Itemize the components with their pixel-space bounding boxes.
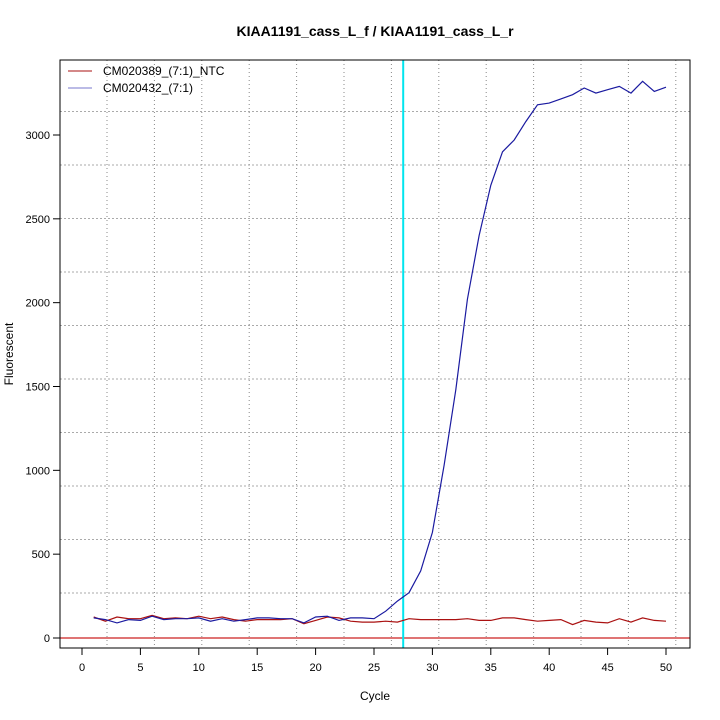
legend-label-ntc: CM020389_(7:1)_NTC	[103, 64, 225, 78]
x-tick-label: 5	[137, 662, 143, 674]
y-tick-label: 3000	[26, 130, 50, 142]
x-tick-label: 30	[426, 662, 438, 674]
x-tick-label: 0	[79, 662, 85, 674]
chart-title: KIAA1191_cass_L_f / KIAA1191_cass_L_r	[236, 23, 514, 39]
x-tick-label: 20	[309, 662, 321, 674]
x-tick-label: 45	[601, 662, 613, 674]
x-tick-label: 35	[485, 662, 497, 674]
y-tick-label: 2000	[26, 298, 50, 310]
y-tick-label: 0	[44, 633, 50, 645]
y-tick-label: 500	[32, 549, 50, 561]
y-tick-label: 2500	[26, 214, 50, 226]
y-tick-label: 1000	[26, 465, 50, 477]
x-tick-label: 40	[543, 662, 555, 674]
grid	[60, 60, 690, 648]
x-tick-label: 50	[660, 662, 672, 674]
x-tick-label: 15	[251, 662, 263, 674]
y-tick-label: 1500	[26, 381, 50, 393]
legend: CM020389_(7:1)_NTC CM020432_(7:1)	[68, 64, 225, 95]
series-line-ntc	[93, 614, 667, 626]
series-lines	[60, 60, 690, 648]
axes: 0 5 10 15 20 25 30 35 40 45 5005001000150020002500…	[26, 130, 673, 674]
x-tick-label: 10	[193, 662, 205, 674]
x-tick-label: 25	[368, 662, 380, 674]
series-line-sample	[93, 80, 667, 624]
legend-label-sample: CM020432_(7:1)	[103, 81, 193, 95]
x-axis-label: Cycle	[360, 689, 390, 703]
y-axis-label: Fluorescent	[2, 322, 16, 385]
plot-border	[59, 59, 691, 649]
